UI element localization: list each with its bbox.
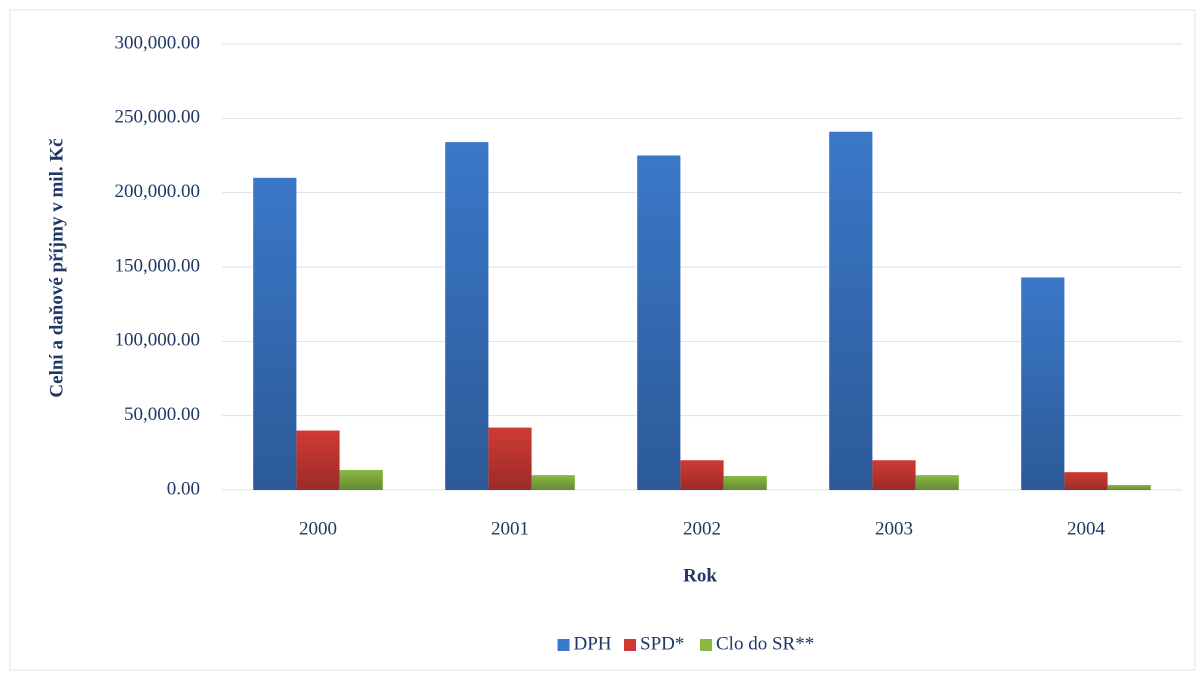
bar <box>1021 277 1065 490</box>
y-tick-label: 150,000.00 <box>115 255 201 276</box>
bar <box>445 142 489 490</box>
bar <box>637 155 681 490</box>
legend-swatch <box>624 639 636 651</box>
legend-swatch <box>700 639 712 651</box>
bar <box>872 460 916 490</box>
x-tick-label: 2001 <box>491 518 529 539</box>
x-tick-label: 2000 <box>299 518 337 539</box>
bar <box>1064 472 1108 490</box>
y-tick-label: 250,000.00 <box>115 107 201 128</box>
bar <box>915 475 959 490</box>
y-tick-label: 100,000.00 <box>115 330 201 351</box>
bar <box>680 460 724 490</box>
legend-label: DPH <box>574 633 612 654</box>
bar <box>339 469 383 490</box>
y-tick-label: 200,000.00 <box>115 181 201 202</box>
x-tick-label: 2004 <box>1067 518 1106 539</box>
bar <box>253 177 297 491</box>
bar <box>1107 484 1151 490</box>
bar <box>531 475 575 490</box>
x-tick-label: 2003 <box>875 518 913 539</box>
bar <box>488 427 532 490</box>
bar <box>829 131 873 491</box>
y-tick-label: 0.00 <box>167 478 200 499</box>
bar <box>296 430 340 490</box>
legend-label: SPD* <box>640 633 684 654</box>
legend-label: Clo do SR** <box>716 633 814 654</box>
x-tick-label: 2002 <box>683 518 721 539</box>
y-tick-label: 300,000.00 <box>115 32 201 53</box>
chart-frame <box>9 9 1196 671</box>
y-tick-label: 50,000.00 <box>124 404 200 425</box>
y-axis-label: Celní a daňové příjmy v mil. Kč <box>46 138 67 397</box>
x-axis-label: Rok <box>683 565 717 586</box>
legend-swatch <box>557 639 570 651</box>
bar <box>723 476 767 490</box>
